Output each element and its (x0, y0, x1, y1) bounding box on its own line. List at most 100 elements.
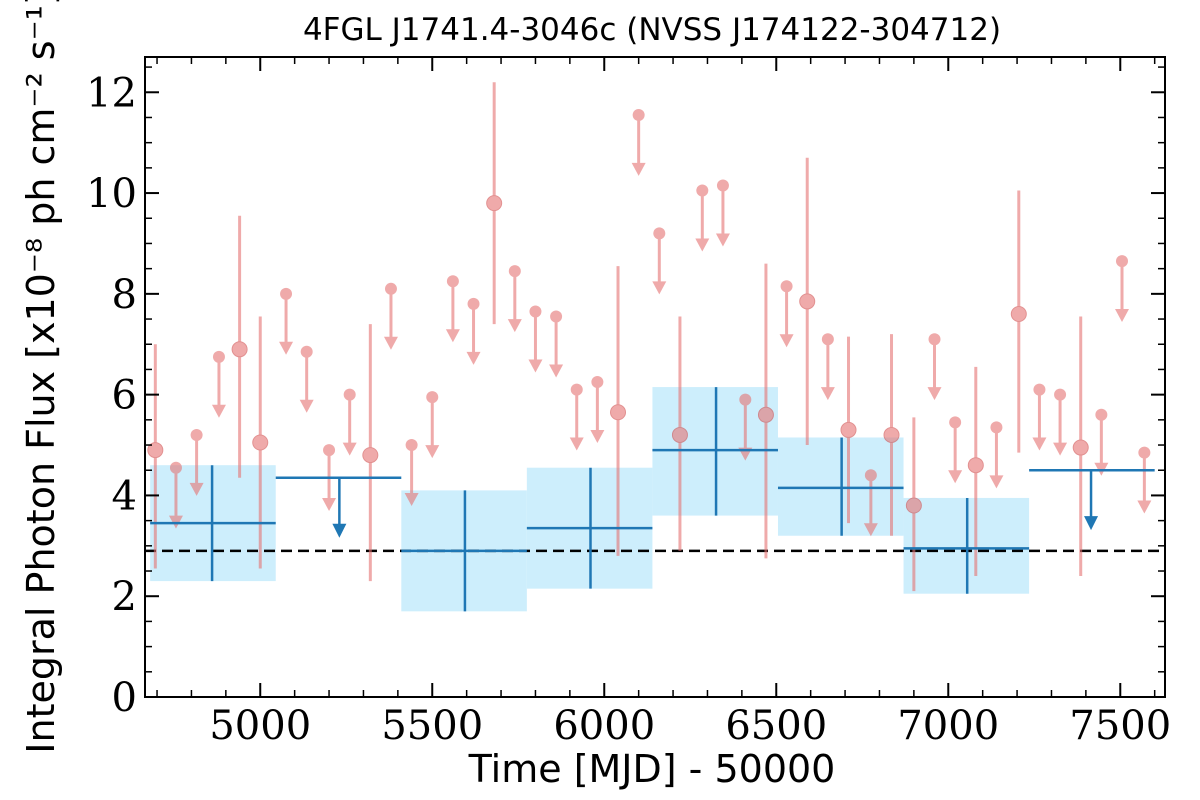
monthly-marker-35 (883, 426, 900, 443)
monthly-marker-41 (1010, 306, 1027, 323)
monthly-ul-arrow-46 (1114, 309, 1129, 323)
monthly-ul-arrow-11 (383, 336, 398, 350)
monthly-point-35 (883, 334, 900, 536)
yearly-ul-arrow-1 (332, 523, 347, 538)
monthly-point-7 (299, 345, 314, 413)
y-tick-label-1: 2 (112, 574, 137, 620)
monthly-point-2 (189, 428, 204, 496)
monthly-ul-arrow-32 (820, 387, 835, 401)
monthly-ul-marker-14 (446, 275, 459, 288)
monthly-ul-arrow-13 (425, 445, 440, 459)
monthly-marker-16 (486, 195, 503, 212)
monthly-ul-marker-12 (405, 439, 418, 452)
monthly-point-11 (383, 282, 398, 350)
monthly-ul-arrow-6 (279, 341, 294, 355)
monthly-ul-arrow-34 (863, 523, 878, 537)
monthly-point-29 (757, 263, 774, 559)
monthly-point-39 (967, 366, 984, 577)
monthly-ul-marker-23 (632, 108, 645, 121)
y-tick-label-4: 8 (112, 272, 137, 318)
monthly-point-26 (695, 184, 710, 252)
monthly-ul-marker-45 (1095, 408, 1108, 421)
x-tick-label-3: 6500 (725, 703, 827, 749)
monthly-ul-marker-17 (508, 265, 521, 278)
monthly-point-33 (840, 336, 857, 524)
plot-frame (144, 56, 1166, 698)
monthly-marker-44 (1072, 439, 1089, 456)
monthly-marker-0 (147, 442, 164, 459)
monthly-point-24 (652, 227, 667, 295)
yearly-ul-arrow-7 (1084, 516, 1099, 531)
y-axis-label: Integral Photon Flux [x10⁻⁸ ph cm⁻² s⁻¹] (19, 0, 63, 754)
monthly-ul-marker-47 (1138, 446, 1151, 459)
monthly-ul-marker-15 (467, 297, 480, 310)
monthly-point-13 (425, 391, 440, 459)
monthly-point-18 (528, 305, 543, 373)
monthly-ul-arrow-38 (948, 470, 963, 484)
monthly-ul-arrow-30 (779, 334, 794, 348)
monthly-point-45 (1094, 408, 1109, 476)
monthly-point-14 (445, 275, 460, 343)
monthly-point-34 (863, 469, 878, 537)
chart-title: 4FGL J1741.4-3046c (NVSS J174122-304712) (303, 12, 1001, 48)
monthly-point-0 (147, 344, 164, 569)
x-tick-label-5: 7500 (1069, 703, 1171, 749)
monthly-marker-25 (671, 426, 688, 443)
monthly-ul-marker-2 (190, 428, 203, 441)
monthly-ul-marker-7 (300, 345, 313, 358)
monthly-ul-arrow-15 (466, 351, 481, 365)
monthly-marker-4 (231, 341, 248, 358)
y-tick-label-2: 4 (112, 473, 137, 519)
monthly-ul-marker-1 (169, 461, 182, 474)
monthly-ul-arrow-8 (322, 498, 337, 512)
monthly-point-15 (466, 297, 481, 365)
monthly-ul-arrow-14 (445, 329, 460, 343)
monthly-point-30 (779, 280, 794, 348)
monthly-point-23 (631, 108, 646, 176)
monthly-ul-arrow-17 (507, 319, 522, 333)
monthly-point-42 (1032, 383, 1047, 451)
monthly-ul-arrow-7 (299, 399, 314, 413)
y-tick-label-0: 0 (112, 675, 137, 721)
monthly-ul-marker-26 (696, 184, 709, 197)
monthly-ul-marker-43 (1054, 388, 1067, 401)
x-tick-label-1: 5500 (381, 703, 483, 749)
monthly-ul-arrow-40 (989, 475, 1004, 489)
monthly-ul-marker-42 (1033, 383, 1046, 396)
monthly-ul-arrow-43 (1053, 442, 1068, 456)
monthly-ul-marker-6 (280, 287, 293, 300)
monthly-ul-arrow-24 (652, 281, 667, 295)
monthly-point-17 (507, 265, 522, 333)
monthly-ul-marker-20 (570, 383, 583, 396)
y-tick-label-3: 6 (112, 373, 137, 419)
monthly-ul-marker-32 (821, 333, 834, 346)
monthly-marker-5 (252, 434, 269, 451)
monthly-marker-31 (799, 293, 816, 310)
monthly-marker-39 (967, 457, 984, 474)
monthly-point-10 (362, 324, 379, 582)
monthly-point-16 (486, 82, 503, 325)
monthly-ul-marker-13 (426, 391, 439, 404)
monthly-ul-arrow-3 (211, 404, 226, 418)
monthly-point-43 (1053, 388, 1068, 456)
monthly-ul-arrow-18 (528, 359, 543, 373)
monthly-ul-marker-34 (864, 469, 877, 482)
monthly-ul-arrow-23 (631, 162, 646, 176)
monthly-ul-arrow-12 (404, 492, 419, 506)
monthly-ul-marker-9 (343, 388, 356, 401)
monthly-ul-marker-40 (990, 421, 1003, 434)
monthly-point-38 (948, 416, 963, 484)
monthly-ul-arrow-47 (1137, 500, 1152, 514)
monthly-point-46 (1114, 255, 1129, 323)
monthly-point-27 (715, 179, 730, 247)
yearly-points-layer (150, 387, 1155, 612)
monthly-marker-22 (610, 404, 627, 421)
monthly-point-31 (799, 157, 816, 446)
monthly-marker-33 (840, 421, 857, 438)
monthly-points-layer (147, 82, 1152, 592)
monthly-ul-marker-3 (212, 350, 225, 363)
monthly-ul-marker-19 (550, 310, 563, 323)
monthly-point-3 (211, 350, 226, 418)
x-axis-label: Time [MJD] - 50000 (468, 747, 836, 791)
monthly-ul-marker-38 (949, 416, 962, 429)
